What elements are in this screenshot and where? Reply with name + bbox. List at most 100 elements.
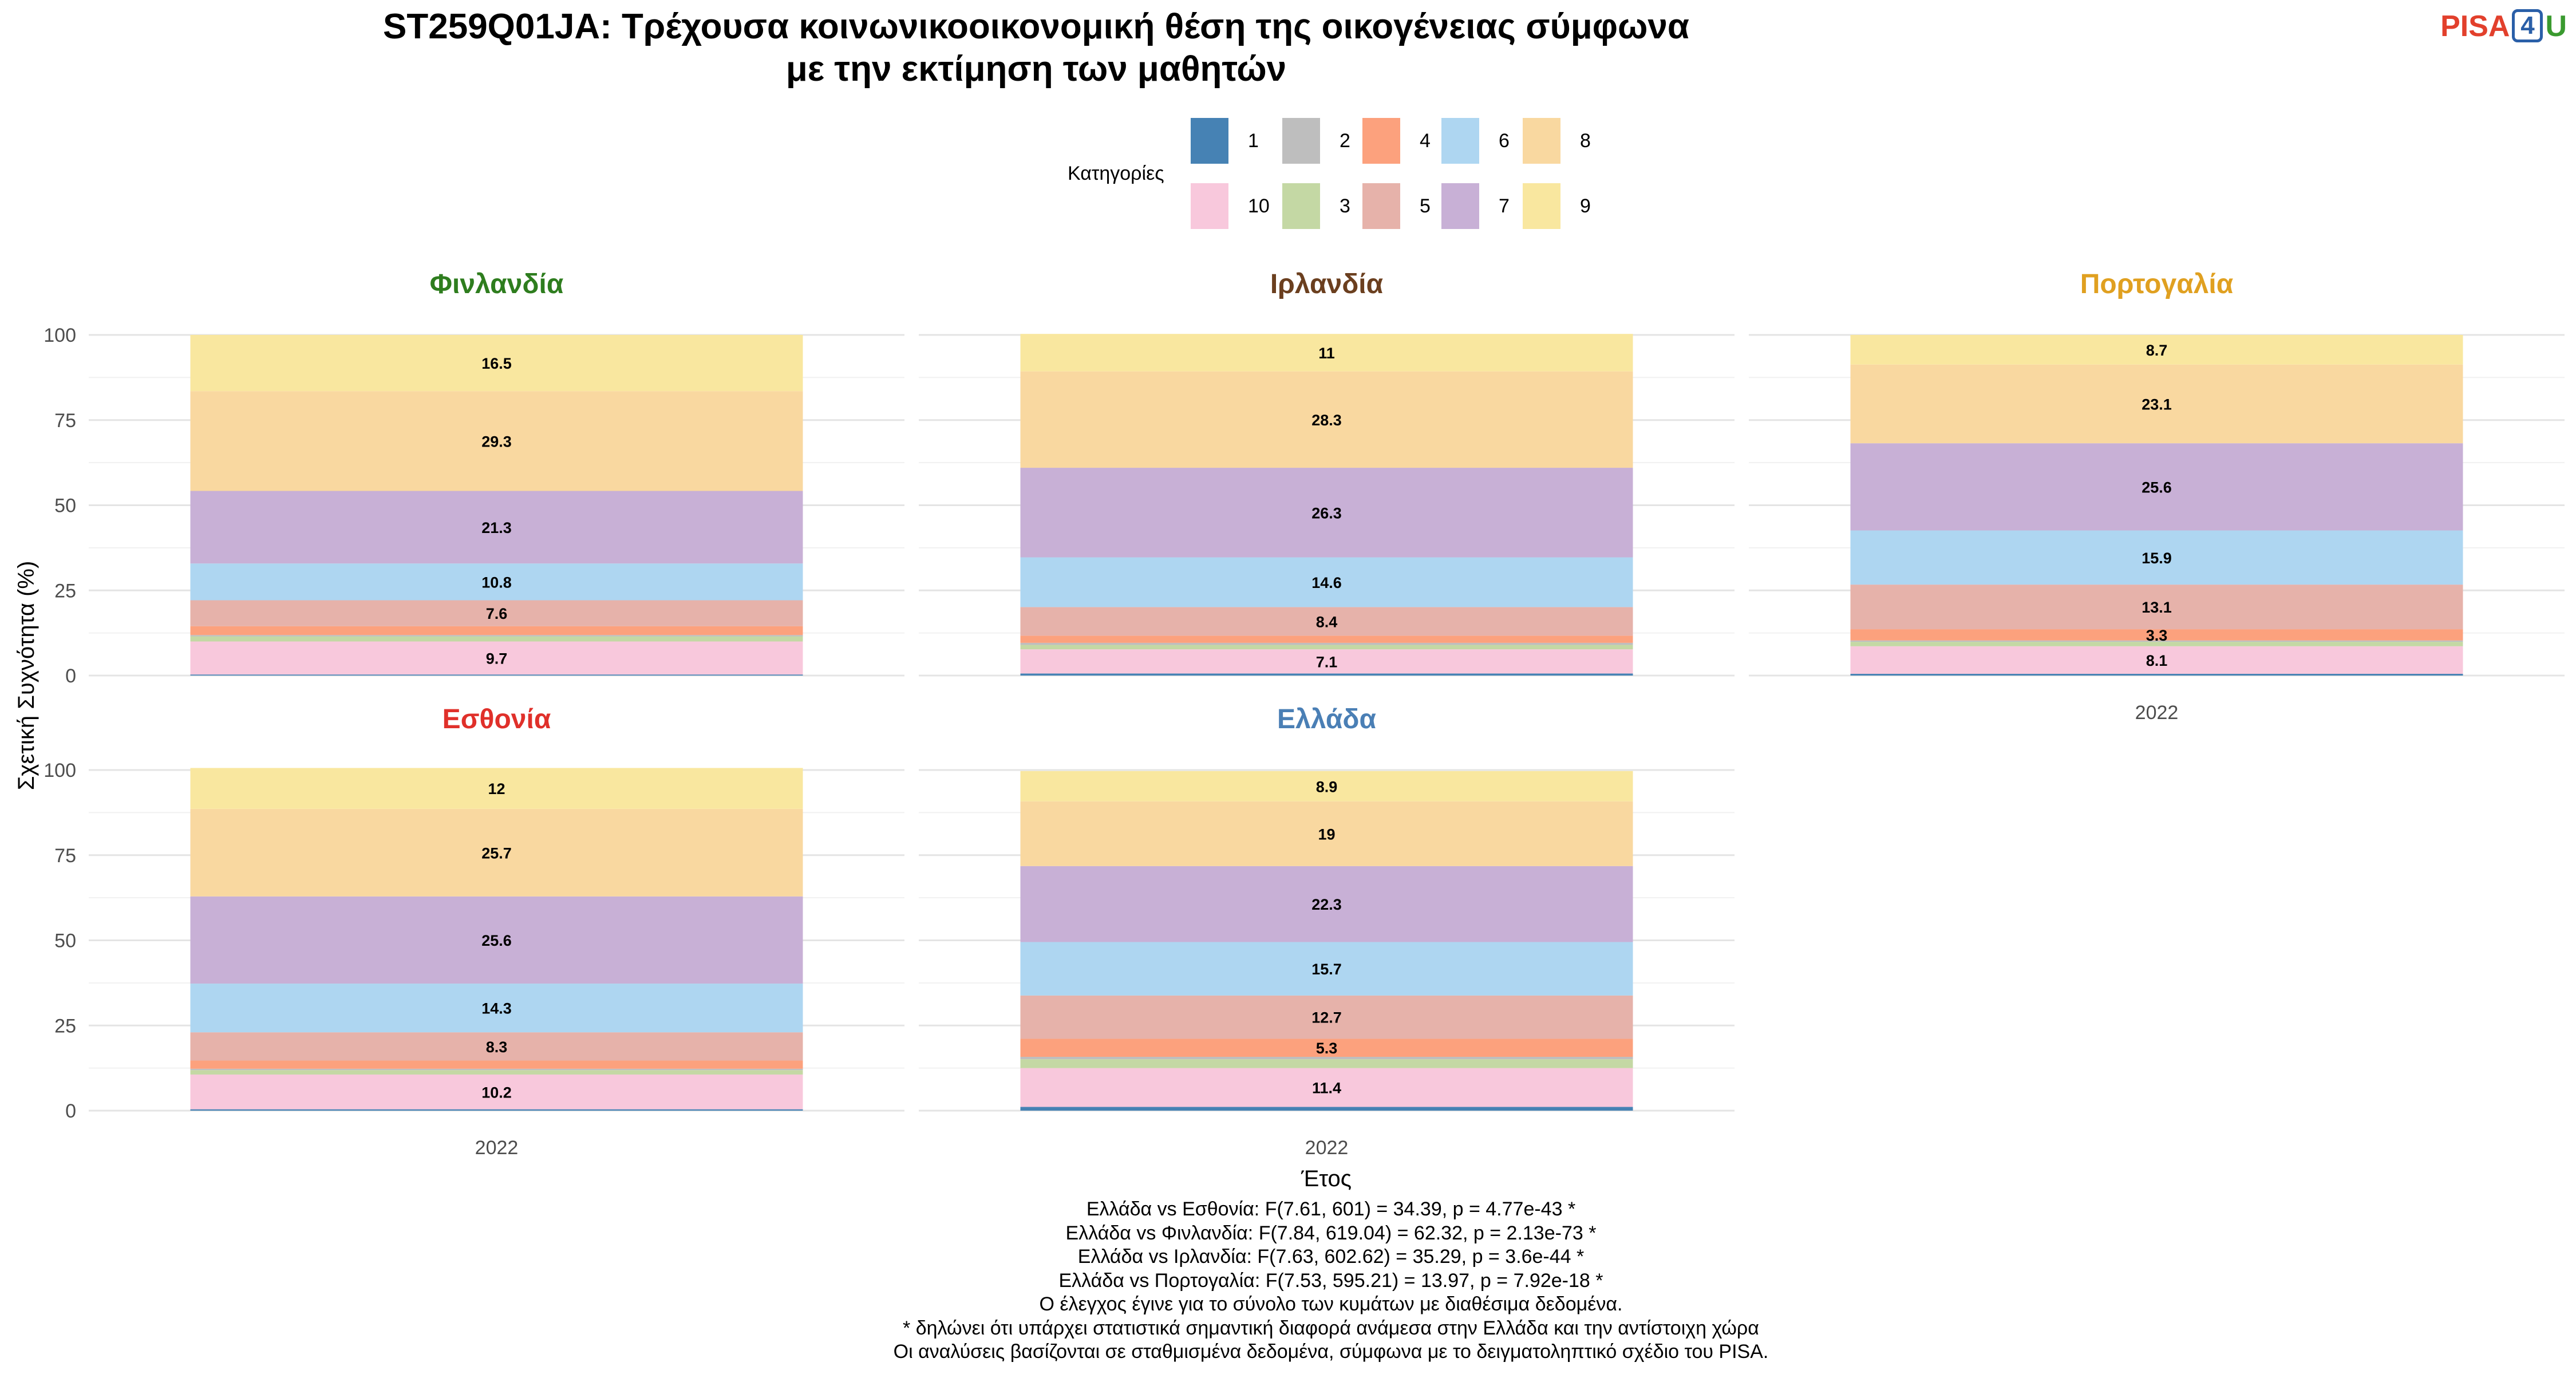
legend-label: 7 <box>1499 195 1510 217</box>
bar-segment-5 <box>1850 585 2463 630</box>
legend-label: 1 <box>1248 129 1259 152</box>
legend-swatch <box>1191 118 1228 164</box>
data-label-5: 8.4 <box>1316 613 1338 630</box>
data-label-5: 8.3 <box>486 1039 508 1056</box>
data-label-8: 19 <box>1318 826 1335 843</box>
footer-line: Ελλάδα vs Πορτογαλία: F(7.53, 595.21) = … <box>1058 1269 1603 1292</box>
y-tick-label: 25 <box>54 1015 76 1037</box>
legend-title: Κατηγορίες <box>1068 163 1164 184</box>
legend-item-3: 3 <box>1282 183 1350 229</box>
data-label-5: 12.7 <box>1311 1009 1342 1026</box>
bar-segment-2 <box>1020 642 1633 645</box>
legend-label: 3 <box>1340 195 1350 217</box>
legend-item-7: 7 <box>1441 183 1510 229</box>
data-label-5: 7.6 <box>486 605 508 622</box>
footer-notes: Ελλάδα vs Εσθονία: F(7.61, 601) = 34.39,… <box>607 1198 2055 1364</box>
bar-segment-4 <box>1850 629 2463 641</box>
legend-swatch <box>1362 183 1400 229</box>
bar-segment-3 <box>1020 645 1633 650</box>
bar-segment-2 <box>1850 640 2463 642</box>
legend-swatch <box>1441 118 1479 164</box>
data-label-4: 5.3 <box>1316 1040 1338 1057</box>
legend-swatch <box>1523 118 1560 164</box>
data-label-9: 12 <box>488 780 505 797</box>
footer-line: Οι αναλύσεις βασίζονται σε σταθμισμένα δ… <box>893 1341 1769 1363</box>
chart-title: ST259Q01JA: Τρέχουσα κοινωνικοοικονομική… <box>0 6 2072 90</box>
bar-segment-5 <box>1020 995 1633 1039</box>
data-label-8: 28.3 <box>1311 412 1342 429</box>
chart-title-line2: με την εκτίμηση των μαθητών <box>785 49 1287 89</box>
bar-segment-9 <box>1020 334 1633 372</box>
legend-item-5: 5 <box>1362 183 1431 229</box>
data-label-9: 8.9 <box>1316 778 1338 795</box>
data-label-9: 16.5 <box>481 355 512 372</box>
y-tick-label: 100 <box>44 325 76 346</box>
data-label-8: 25.7 <box>481 844 512 862</box>
legend-swatch <box>1441 183 1479 229</box>
bar-segment-8 <box>1020 371 1633 468</box>
bar-segment-6 <box>190 563 803 601</box>
data-label-6: 15.9 <box>2142 550 2172 567</box>
y-tick-label: 50 <box>54 495 76 517</box>
legend-swatch <box>1523 183 1560 229</box>
legend-item-9: 9 <box>1523 183 1591 229</box>
legend-item-2: 2 <box>1282 118 1350 164</box>
data-label-7: 25.6 <box>2142 479 2172 496</box>
footer-line: * δηλώνει ότι υπάρχει στατιστικά σημαντι… <box>903 1317 1759 1339</box>
y-tick-label: 0 <box>65 1100 76 1122</box>
footer-line: Ελλάδα vs Φινλανδία: F(7.84, 619.04) = 6… <box>1065 1222 1597 1244</box>
legend-item-4: 4 <box>1362 118 1431 164</box>
bar-segment-9 <box>190 335 803 392</box>
data-label-10: 9.7 <box>486 650 508 667</box>
legend-swatch <box>1191 183 1228 229</box>
data-label-6: 14.3 <box>481 1000 512 1017</box>
legend-label: 9 <box>1580 195 1591 217</box>
data-label-10: 10.2 <box>481 1084 512 1101</box>
data-label-7: 22.3 <box>1311 896 1342 913</box>
data-label-9: 8.7 <box>2146 342 2168 359</box>
legend-item-1: 1 <box>1191 118 1259 164</box>
data-label-6: 15.7 <box>1311 961 1342 978</box>
bar-segment-6 <box>190 984 803 1033</box>
data-label-10: 7.1 <box>1316 653 1338 670</box>
x-tick-label: 2022 <box>475 1137 519 1159</box>
legend-label: 5 <box>1420 195 1431 217</box>
bar-segment-6 <box>1020 942 1633 996</box>
bar-segment-4 <box>1020 635 1633 643</box>
bar-segment-9 <box>190 768 803 809</box>
bar-segment-3 <box>190 636 803 642</box>
x-tick-label: 2022 <box>2135 702 2179 724</box>
bar-segment-7 <box>190 896 803 984</box>
bar-segment-3 <box>1020 1059 1633 1068</box>
logo-text-4: 4 <box>2512 9 2543 42</box>
bar-segment-1 <box>190 1109 803 1111</box>
bar-segment-8 <box>190 808 803 897</box>
data-label-7: 21.3 <box>481 519 512 536</box>
data-label-6: 10.8 <box>481 574 512 591</box>
chart-title-line1: ST259Q01JA: Τρέχουσα κοινωνικοοικονομική… <box>383 7 1689 46</box>
bar-segment-8 <box>190 391 803 491</box>
y-tick-label: 75 <box>54 410 76 432</box>
legend-label: 4 <box>1420 129 1431 152</box>
bar-segment-10 <box>190 1074 803 1110</box>
panel-title: Εσθονία <box>442 704 551 735</box>
panel-title: Ιρλανδία <box>1270 269 1384 299</box>
data-label-10: 11.4 <box>1312 1080 1341 1097</box>
bar-segment-9 <box>1850 335 2463 365</box>
bar-segment-5 <box>190 600 803 626</box>
footer-line: Ο έλεγχος έγινε για το σύνολο των κυμάτω… <box>1039 1293 1623 1315</box>
y-axis-label: Σχετική Συχνότητα (%) <box>14 560 39 791</box>
footer-line: Ελλάδα vs Εσθονία: F(7.61, 601) = 34.39,… <box>1086 1198 1576 1220</box>
bar-segment-10 <box>190 641 803 675</box>
bar-segment-10 <box>1850 646 2463 674</box>
panel-title: Πορτογαλία <box>2080 269 2234 299</box>
data-label-7: 26.3 <box>1311 504 1342 522</box>
bar-segment-1 <box>1020 1107 1633 1111</box>
bar-segment-3 <box>190 1070 803 1075</box>
data-label-8: 29.3 <box>481 433 512 450</box>
legend-item-8: 8 <box>1523 118 1591 164</box>
legend-swatch <box>1282 118 1320 164</box>
bar-segment-8 <box>1850 364 2463 444</box>
legend-label: 6 <box>1499 129 1510 152</box>
